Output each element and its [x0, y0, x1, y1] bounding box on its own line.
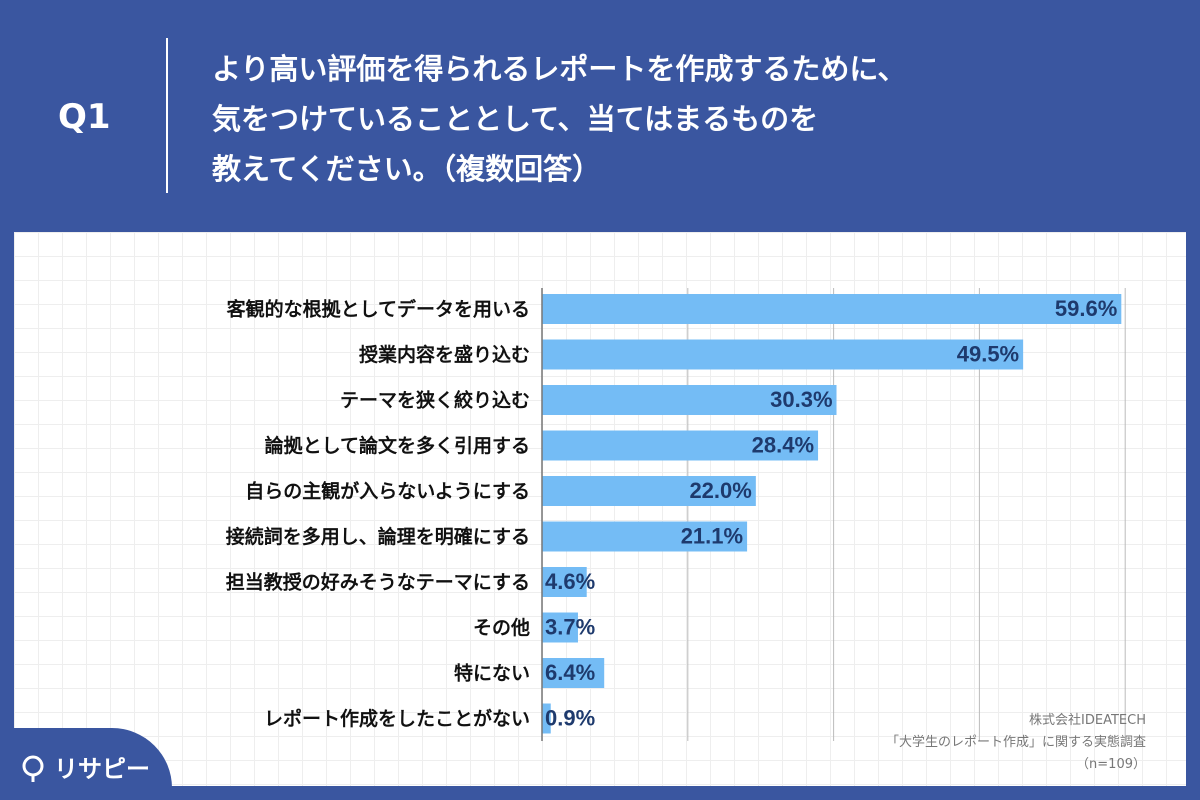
bar [542, 385, 837, 415]
bar-chart: 客観的な根拠としてデータを用いる 59.6% 授業内容を盛り込む 49.5% テーマを狭… [226, 288, 1126, 741]
value-label: 22.0% [689, 478, 751, 503]
value-label: 21.1% [681, 523, 743, 548]
value-label: 30.3% [770, 387, 832, 412]
category-label: 論拠として論文を多く引用する [265, 434, 530, 457]
bar [542, 567, 587, 597]
bar [542, 703, 551, 734]
logo: リサピー [18, 752, 150, 786]
question-line: 教えてください。（複数回答） [212, 152, 602, 186]
category-label: 接続詞を多用し、論理を明確にする [226, 525, 530, 548]
chart-panel: 客観的な根拠としてデータを用いる 59.6% 授業内容を盛り込む 49.5% テーマを狭… [14, 232, 1186, 786]
sample-size: （n=109） [1076, 757, 1146, 772]
category-label: 担当教授の好みそうなテーマにする [226, 571, 530, 594]
category-label: 特にない [454, 663, 530, 685]
question-number: Q1 [58, 97, 111, 137]
bar [542, 339, 1024, 370]
bar [542, 658, 605, 688]
header-divider [166, 38, 168, 193]
source-note: 株式会社IDEATECH 「大学生のレポート作成」に関する実態調査 （n=109… [746, 710, 1146, 776]
bar [542, 430, 819, 461]
category-label: テーマを狭く絞り込む [340, 389, 530, 412]
logo-tab: リサピー [0, 728, 172, 800]
category-label: レポート作成をしたことがない [264, 707, 530, 730]
value-label: 4.6% [545, 569, 595, 594]
value-label: 49.5% [957, 341, 1019, 366]
question-text: より高い評価を得られるレポートを作成するために、 気をつけていることとして、当て… [212, 44, 1172, 194]
bar [542, 521, 748, 552]
header: Q1 より高い評価を得られるレポートを作成するために、 気をつけていることとして… [0, 0, 1200, 230]
value-label: 59.6% [1055, 296, 1117, 321]
bar [542, 476, 756, 506]
logo-text: リサピー [54, 755, 150, 783]
bar [542, 612, 578, 643]
value-label: 3.7% [545, 614, 595, 639]
category-label: 客観的な根拠としてデータを用いる [227, 298, 530, 321]
value-label: 6.4% [545, 660, 595, 685]
source-survey: 「大学生のレポート作成」に関する実態調査 [885, 735, 1146, 750]
category-label: 授業内容を盛り込む [359, 343, 530, 366]
question-line: 気をつけていることとして、当てはまるものを [212, 102, 819, 136]
category-label: 自らの主観が入らないようにする [245, 480, 530, 503]
category-label: その他 [473, 616, 530, 639]
lightbulb-icon [22, 755, 44, 782]
question-line: より高い評価を得られるレポートを作成するために、 [212, 52, 907, 86]
value-label: 0.9% [545, 705, 595, 730]
source-company: 株式会社IDEATECH [1029, 713, 1146, 728]
value-label: 28.4% [752, 432, 814, 457]
bar [542, 294, 1122, 324]
